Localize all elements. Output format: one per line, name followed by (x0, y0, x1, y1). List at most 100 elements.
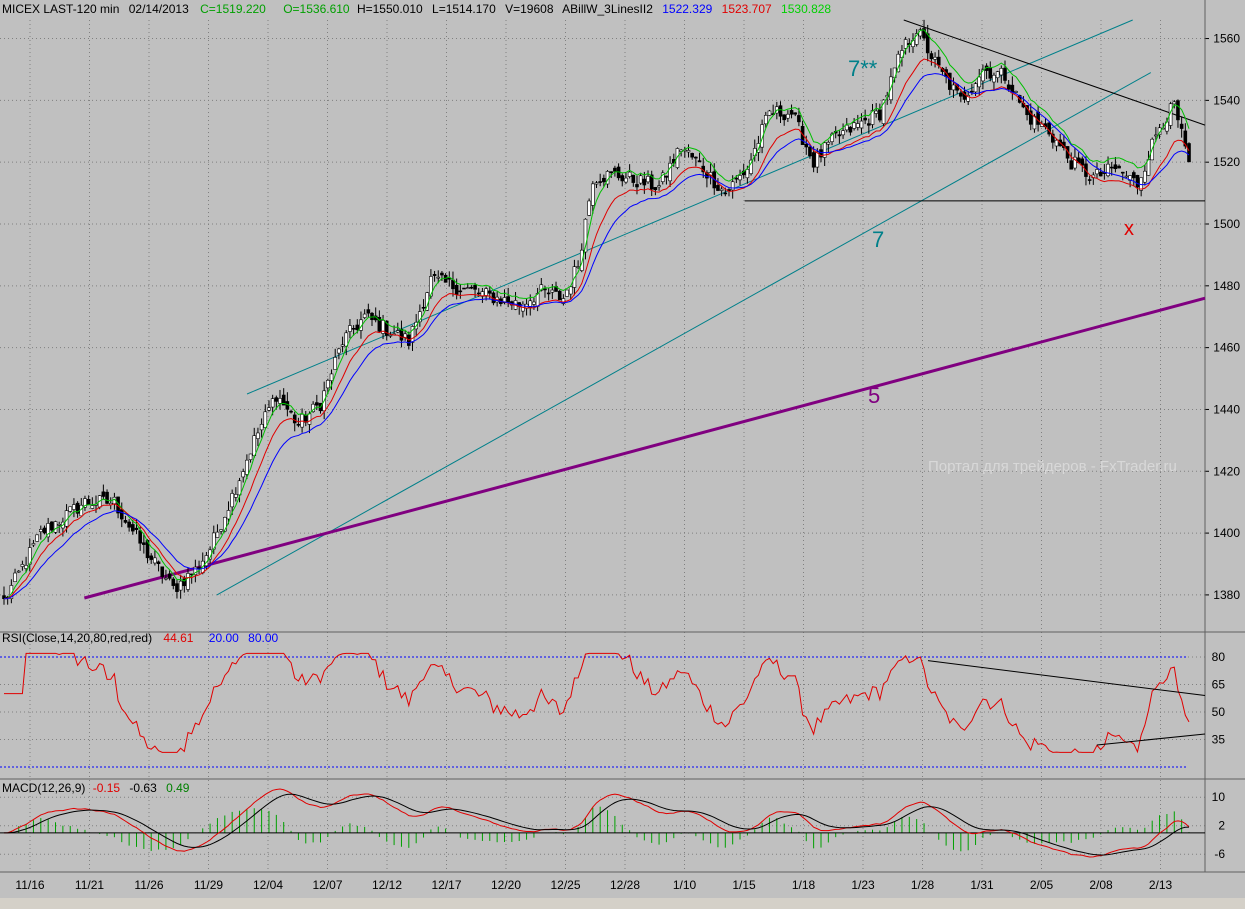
candle-body (263, 411, 268, 428)
candle-body (914, 33, 919, 45)
candle-body (1143, 170, 1147, 183)
candle-body (1176, 100, 1180, 121)
candle-body (565, 289, 569, 297)
candle-body (337, 348, 341, 354)
candle-body (745, 169, 750, 179)
rsi-trendline (1096, 733, 1206, 746)
candle-body (458, 290, 463, 293)
grid-lines (0, 20, 1205, 872)
candle-body (940, 67, 945, 72)
x-tick-label: 1/23 (851, 878, 875, 892)
candle-body (1054, 139, 1059, 147)
candle-body (1113, 164, 1118, 170)
candle-body (119, 509, 124, 520)
candle-body (598, 181, 602, 183)
candle-body (1006, 84, 1011, 90)
close-label: C=1519.220 (200, 2, 266, 16)
candle-body (723, 192, 728, 195)
candle-body (326, 380, 330, 389)
candle-body (436, 276, 441, 279)
candle-body (826, 142, 831, 145)
candle-body (716, 185, 720, 191)
candle-body (778, 105, 783, 117)
candle-body (859, 120, 864, 129)
macd-signal-line (3, 793, 1190, 856)
macd-tick-label: 2 (1218, 819, 1225, 833)
candle-body (977, 76, 982, 88)
candle-body (719, 188, 724, 191)
candle-body (432, 274, 437, 276)
scrollbar-track (0, 898, 1245, 909)
candle-body (171, 578, 176, 586)
candle-body (1069, 160, 1074, 170)
candle-body (1109, 166, 1114, 169)
x-tick-label: 12/07 (312, 878, 342, 892)
candle-body (395, 330, 400, 333)
candle-body (844, 124, 849, 131)
candle-body (234, 494, 238, 498)
volume-label: V=19608 (505, 2, 554, 16)
candle-body (635, 184, 639, 188)
rsi-tick-label: 80 (1212, 650, 1226, 664)
candle-body (591, 183, 595, 206)
candle-body (749, 159, 753, 174)
candle-body (561, 298, 566, 304)
candle-body (925, 33, 930, 54)
candle-body (256, 432, 260, 439)
candle-body (101, 491, 106, 497)
channel-top-label: 7** (848, 56, 878, 81)
date-label: 02/14/2013 (129, 2, 189, 16)
x-tick-label: 12/12 (372, 878, 402, 892)
candle-body (381, 320, 385, 334)
candle-body (223, 517, 227, 532)
candle-body (936, 56, 941, 66)
candle-body (863, 117, 867, 121)
candle-body (660, 172, 665, 182)
candle-body (333, 357, 338, 370)
candle-body (20, 564, 25, 567)
candle-body (988, 67, 993, 79)
candle-body (237, 480, 242, 496)
candle-body (568, 286, 573, 295)
candle-body (576, 266, 580, 268)
candle-body (970, 90, 974, 93)
candle-body (197, 567, 201, 569)
candle-body (797, 115, 801, 123)
candle-body (966, 95, 970, 102)
candle-body (219, 529, 223, 532)
line-red-value: 1523.707 (722, 2, 772, 16)
price-tick-label: 1560 (1213, 32, 1240, 46)
candle-body (627, 171, 632, 177)
x-tick-label: 12/17 (431, 878, 461, 892)
candle-body (929, 53, 934, 60)
candle-body (811, 152, 816, 168)
candle-body (620, 175, 625, 182)
candle-body (550, 289, 555, 293)
candle-body (105, 491, 109, 504)
candle-body (123, 520, 128, 523)
candle-body (947, 72, 952, 90)
candle-body (31, 543, 36, 546)
candle-body (1124, 175, 1129, 178)
candle-body (156, 561, 161, 565)
candle-body (355, 324, 360, 331)
macd-value-3: 0.49 (166, 781, 190, 795)
trendline (216, 72, 1152, 596)
candle-body (245, 459, 249, 475)
candle-body (594, 182, 599, 185)
candle-body (75, 502, 80, 514)
x-tick-label: 12/20 (491, 878, 521, 892)
candle-body (1036, 111, 1040, 125)
candle-body (1014, 91, 1018, 93)
candle-body (473, 285, 477, 290)
watermark: Портал для трейдеров - FxTrader.ru (928, 458, 1177, 475)
candle-body (657, 185, 661, 188)
candle-body (175, 583, 179, 592)
candle-body (539, 284, 544, 291)
candle-body (377, 317, 382, 332)
candle-body (786, 113, 790, 119)
candle-body (1028, 110, 1033, 125)
candle-body (675, 148, 680, 168)
candle-body (241, 471, 246, 478)
high-label: H=1550.010 (357, 2, 423, 16)
